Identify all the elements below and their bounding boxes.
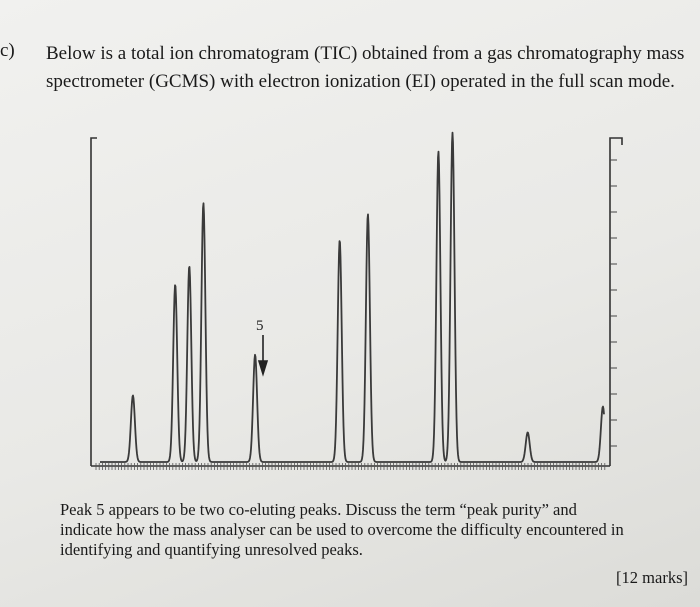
question-number: c) (0, 40, 15, 61)
chart-frame (90, 137, 623, 467)
prompt-line: identifying and quantifying unresolved p… (60, 540, 363, 559)
peak-5-label: 5 (256, 318, 264, 334)
peak-5-arrow (257, 335, 269, 377)
prompt-line: Peak 5 appears to be two co-eluting peak… (60, 500, 577, 519)
left-axis (90, 137, 97, 466)
question-intro: Below is a total ion chromatogram (TIC) … (46, 40, 696, 96)
right-axis-ticks (610, 159, 617, 447)
intro-line: spectrometer (GCMS) with electron ioniza… (46, 71, 675, 92)
marks-allocation: [12 marks] (616, 568, 688, 587)
tic-trace (99, 131, 605, 463)
prompt-line: indicate how the mass analyser can be us… (60, 520, 624, 539)
question-prompt: Peak 5 appears to be two co-eluting peak… (60, 500, 700, 560)
right-axis (609, 137, 623, 466)
intro-line: Below is a total ion chromatogram (TIC) … (46, 43, 685, 64)
time-axis-ticks (95, 463, 606, 470)
